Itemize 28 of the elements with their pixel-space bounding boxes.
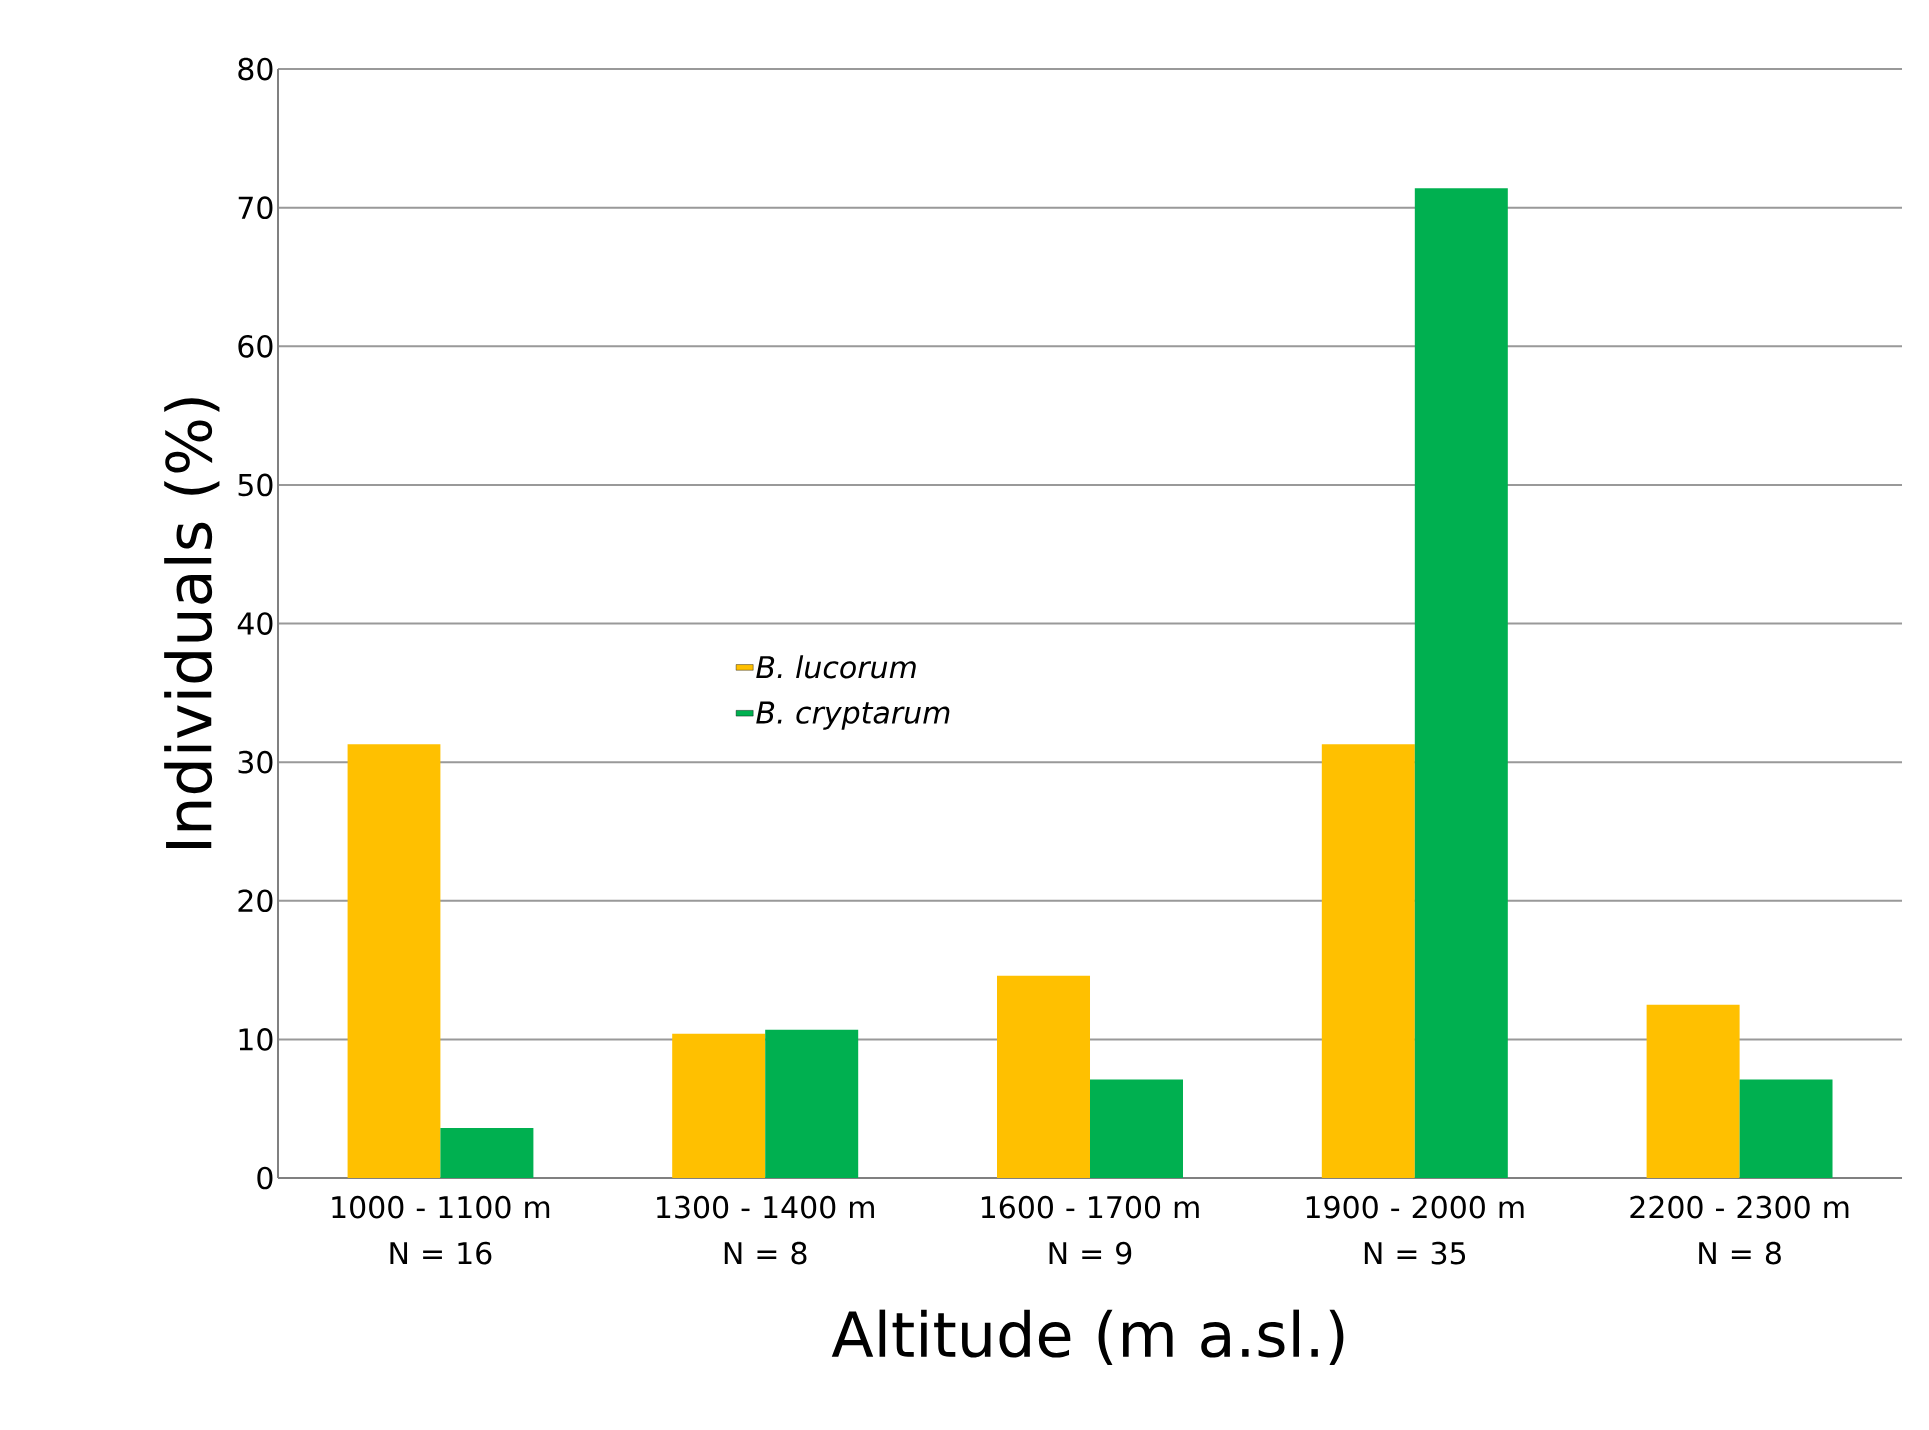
bar xyxy=(1739,1079,1833,1178)
x-tick-label: 1600 - 1700 m N = 9 xyxy=(981,1195,1199,1265)
x-tick-label: 1300 - 1400 m N = 8 xyxy=(657,1195,874,1265)
x-tick-label: 2200 - 2300 m N = 8 xyxy=(1630,1195,1849,1265)
bar xyxy=(347,744,441,1178)
bar xyxy=(765,1029,859,1178)
y-tick-label: 10 xyxy=(239,1028,273,1051)
y-tick-label: 40 xyxy=(237,612,273,635)
y-tick-label: 70 xyxy=(238,196,273,220)
x-axis-title: Altitude (m a.sl.) xyxy=(831,1309,1344,1365)
x-tick-label: 1000 - 1100 m N = 16 xyxy=(332,1195,550,1265)
y-tick-label: 50 xyxy=(238,473,273,497)
y-tick-label: 30 xyxy=(238,750,273,774)
bar xyxy=(440,1128,534,1178)
y-tick-label: 0 xyxy=(257,1166,273,1190)
bar xyxy=(672,1033,766,1178)
bar xyxy=(1646,1004,1740,1178)
x-tick-label: 1900 - 2000 m N = 35 xyxy=(1306,1195,1524,1265)
bar xyxy=(997,975,1091,1178)
bar xyxy=(1321,744,1415,1178)
bar xyxy=(1090,1079,1184,1178)
y-axis-title: Individuals (%) xyxy=(164,398,220,849)
y-tick-label: 20 xyxy=(238,889,273,913)
bar xyxy=(1414,188,1508,1178)
y-tick-label: 80 xyxy=(238,57,273,81)
legend-label: B. lucorum xyxy=(756,655,916,679)
y-tick-label: 60 xyxy=(238,334,273,358)
legend-label: B. cryptarum xyxy=(756,701,950,730)
